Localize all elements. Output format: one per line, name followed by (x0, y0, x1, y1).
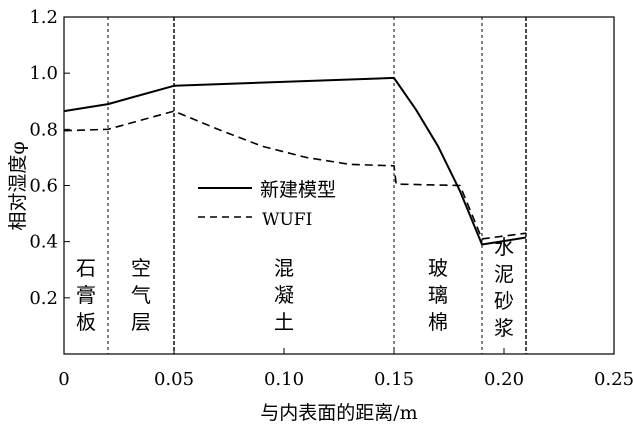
y-tick-label: 0.6 (29, 176, 58, 197)
x-axis-ticks: 0 0.05 0.10 0.15 0.20 0.25 (58, 348, 633, 390)
y-axis-label: 相对湿度φ (7, 141, 29, 230)
series-line-1 (63, 110, 527, 240)
x-tick-label: 0.15 (374, 369, 414, 390)
layer-label: 石膏板 (76, 256, 96, 334)
legend-label-0: 新建模型 (260, 179, 336, 201)
layer-label: 混凝土 (274, 256, 294, 334)
y-tick-label: 1.2 (29, 7, 58, 28)
layer-label: 空气层 (131, 256, 151, 334)
y-tick-label: 0.8 (29, 119, 58, 140)
layer-labels: 石膏板 空气层 混凝土 玻璃棉 水泥砂浆 (76, 235, 514, 340)
x-axis-label: 与内表面的距离/m (260, 402, 417, 424)
legend: 新建模型 WUFI (198, 179, 336, 230)
series-lines (63, 76, 527, 246)
x-tick-label: 0 (58, 369, 69, 390)
layer-label: 水泥砂浆 (494, 235, 514, 340)
legend-label-1: WUFI (262, 210, 312, 230)
layer-boundaries (107, 17, 527, 354)
x-tick-label: 0.10 (264, 369, 304, 390)
y-tick-label: 1.0 (29, 63, 58, 84)
x-tick-label: 0.05 (154, 369, 194, 390)
layer-label: 玻璃棉 (428, 256, 448, 334)
x-tick-label: 0.25 (594, 369, 633, 390)
x-tick-label: 0.20 (484, 369, 524, 390)
y-axis-ticks: 0.2 0.4 0.6 0.8 1.0 1.2 (29, 7, 70, 309)
y-tick-label: 0.2 (29, 288, 58, 309)
series-line-0 (63, 76, 527, 246)
y-tick-label: 0.4 (29, 232, 58, 253)
